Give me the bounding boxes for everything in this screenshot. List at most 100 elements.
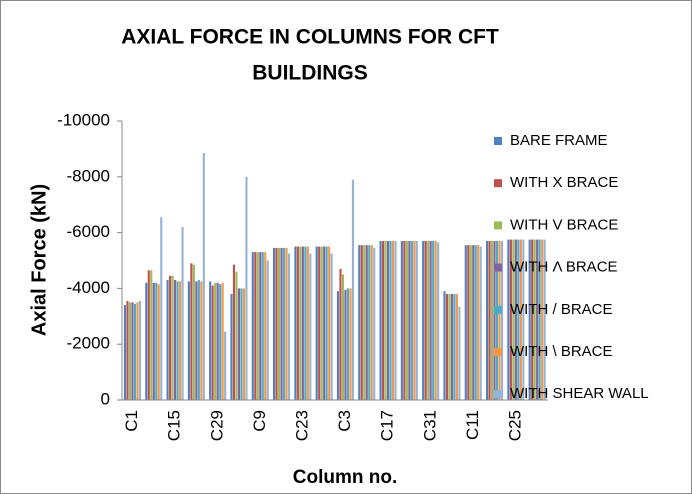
bar	[500, 240, 504, 400]
bar	[533, 239, 536, 400]
bar	[221, 282, 224, 400]
bar	[230, 293, 233, 400]
chart-title: AXIAL FORCE IN COLUMNS FOR CFT	[121, 26, 499, 49]
bar	[123, 305, 127, 400]
bar	[195, 281, 198, 400]
bar	[368, 245, 371, 400]
bar	[363, 245, 366, 400]
y-axis-label: Axial Force (kN)	[28, 184, 50, 336]
legend-label: BARE FRAME	[510, 132, 608, 149]
y-tick-label: -8000	[67, 166, 110, 185]
bar	[304, 246, 307, 400]
bar	[517, 239, 520, 400]
bar	[448, 293, 451, 400]
y-tick-label: -10000	[57, 110, 110, 129]
bar	[415, 240, 418, 400]
bar	[232, 264, 236, 400]
bar	[131, 302, 134, 400]
bar	[384, 240, 387, 400]
bar	[351, 179, 355, 400]
legend-swatch	[494, 137, 502, 145]
bar	[178, 281, 182, 400]
bar	[155, 282, 158, 400]
bar	[344, 289, 347, 400]
bar	[373, 247, 376, 400]
bar	[403, 240, 406, 400]
legend-label: WITH Λ BRACE	[510, 259, 618, 276]
bar	[202, 153, 205, 400]
bar	[443, 291, 446, 400]
bar	[309, 253, 312, 400]
x-tick-label: C31	[420, 410, 439, 441]
bar	[450, 293, 454, 400]
bar	[427, 240, 430, 400]
bar	[261, 252, 264, 400]
bar	[538, 239, 541, 400]
bar	[200, 281, 203, 400]
bar	[455, 293, 459, 400]
bar	[157, 284, 160, 400]
bar	[394, 240, 397, 400]
bar	[445, 293, 449, 400]
y-tick-label: -2000	[67, 334, 110, 353]
bar	[282, 247, 286, 400]
bar	[512, 239, 515, 400]
bar	[346, 288, 350, 400]
bar	[280, 247, 283, 400]
bar	[339, 268, 342, 400]
bar	[251, 252, 254, 400]
bar	[325, 246, 328, 400]
bar	[328, 246, 331, 400]
bar	[169, 275, 172, 400]
bar	[349, 288, 352, 400]
bar	[166, 280, 169, 400]
legend-label: WITH \ BRACE	[510, 343, 613, 360]
bar	[434, 240, 437, 400]
bar	[472, 245, 475, 400]
bar	[422, 240, 425, 400]
legend-swatch	[494, 263, 502, 272]
bar	[493, 240, 496, 400]
bar	[400, 240, 403, 400]
legend-label: WITH / BRACE	[510, 301, 613, 318]
bar	[299, 246, 302, 400]
legend-swatch	[494, 305, 502, 314]
legend-label: WITH X BRACE	[510, 174, 618, 191]
y-tick-label: -6000	[67, 222, 110, 241]
x-tick-label: C25	[506, 410, 525, 441]
bar	[254, 252, 257, 400]
bar	[138, 300, 142, 400]
bar	[187, 281, 190, 400]
bar	[370, 245, 373, 400]
bar	[128, 302, 132, 400]
bar	[387, 240, 390, 400]
bar	[275, 247, 278, 400]
bar	[543, 239, 546, 400]
bar	[413, 240, 416, 400]
bar	[320, 246, 323, 400]
bar	[190, 263, 193, 400]
bar	[479, 246, 482, 400]
bar	[531, 239, 534, 400]
bar	[264, 252, 267, 400]
bar	[477, 245, 480, 400]
bar	[216, 282, 219, 400]
bar	[171, 275, 174, 400]
bar	[256, 252, 259, 400]
bar	[174, 280, 177, 400]
bar	[391, 240, 395, 400]
bar	[429, 240, 432, 400]
bar	[235, 271, 238, 400]
bar	[509, 239, 512, 400]
bar	[437, 242, 440, 400]
bar	[536, 239, 539, 400]
x-tick-label: C29	[207, 410, 226, 441]
bar	[365, 245, 368, 400]
x-tick-label: C23	[293, 410, 312, 441]
y-tick-label: 0	[101, 389, 110, 408]
bar	[330, 253, 333, 400]
bar	[150, 270, 153, 400]
bar	[278, 247, 281, 400]
